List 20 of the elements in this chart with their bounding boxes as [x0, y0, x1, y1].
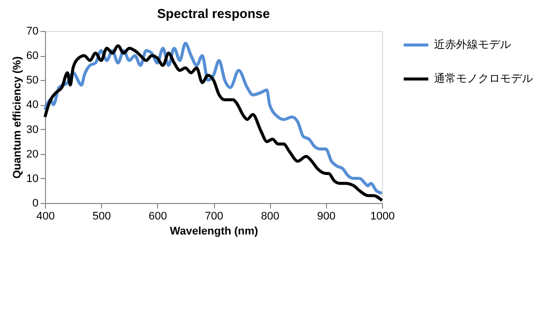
- x-tick-label: 900: [317, 210, 336, 222]
- x-tick-label: 800: [260, 210, 280, 222]
- x-tick-label: 600: [148, 210, 168, 222]
- y-tick-label: 20: [26, 148, 38, 160]
- y-tick-label: 40: [26, 99, 38, 112]
- x-tick-label: 700: [204, 210, 224, 222]
- chart-title: Spectral response: [157, 6, 270, 21]
- legend-label: 近赤外線モデル: [434, 38, 511, 51]
- y-tick-label: 30: [26, 124, 38, 136]
- y-tick-label: 10: [26, 172, 38, 185]
- x-tick-label: 500: [92, 210, 111, 222]
- x-tick-label: 1000: [370, 210, 395, 222]
- y-tick-label: 50: [26, 74, 38, 87]
- x-tick-label: 400: [36, 210, 55, 222]
- y-tick-label: 0: [32, 198, 38, 210]
- x-axis-title: Wavelength (nm): [170, 226, 258, 238]
- y-axis-title: Quantum efficiency (%): [11, 56, 24, 179]
- legend-label: 通常モノクロモデル: [434, 72, 533, 85]
- y-tick-label: 70: [26, 26, 38, 38]
- y-tick-label: 60: [26, 50, 38, 62]
